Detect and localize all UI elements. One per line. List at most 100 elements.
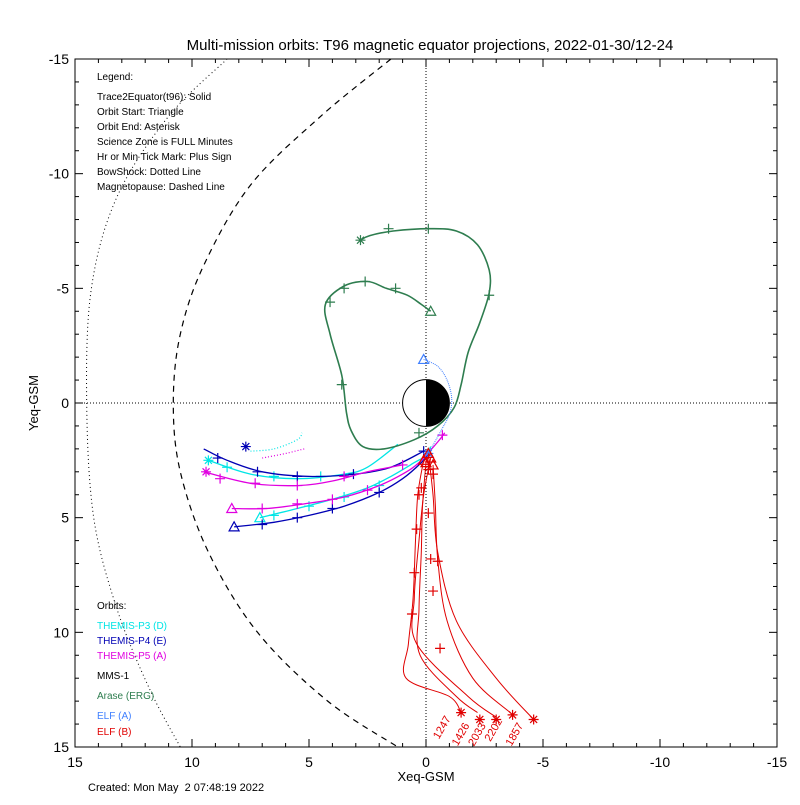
y-tick-label: -5 <box>57 280 70 296</box>
orbit-start-triangle <box>424 305 437 316</box>
x-tick-label: -15 <box>767 754 787 770</box>
chart-title: Multi-mission orbits: T96 magnetic equat… <box>187 37 674 54</box>
y-tick-label: 10 <box>53 624 69 640</box>
orbit-tick-mark <box>268 471 279 482</box>
x-tick-label: 10 <box>184 754 200 770</box>
orbit-tick-mark <box>411 524 422 535</box>
orbit-tick-mark <box>374 487 385 498</box>
boundaries <box>86 58 399 748</box>
y-tick-label: -15 <box>49 51 69 67</box>
orbit-start-triangle <box>417 353 430 365</box>
legend-heading: Legend: <box>97 72 133 83</box>
earth-symbol <box>402 379 450 427</box>
orbit-tick-mark <box>339 283 350 294</box>
orbit-tick-mark <box>250 478 261 489</box>
orbit-tick-mark <box>222 462 233 473</box>
orbit-tick-mark <box>425 553 436 564</box>
orbit-tick-mark <box>423 464 434 475</box>
orbit-tick-mark <box>416 482 427 493</box>
orbit-start-triangle <box>225 502 238 514</box>
orbit-tick-mark <box>435 643 446 654</box>
orbit-tick-mark <box>212 453 223 464</box>
magnetopause-line <box>172 58 399 748</box>
orbit-trace-inbound <box>203 464 403 487</box>
legend-line: Magnetopause: Dashed Line <box>97 182 225 193</box>
orbit-tick-mark <box>413 427 424 438</box>
orbit-track <box>402 460 462 713</box>
orbit-end-asterisk <box>491 714 502 725</box>
x-tick-label: -5 <box>537 754 550 770</box>
orbit-track <box>411 457 497 718</box>
legend-line: Trace2Equator(t96): Solid <box>97 92 211 103</box>
orbit-tick-mark <box>423 508 434 519</box>
orbit-end-asterisk <box>355 235 366 246</box>
y-tick-label: 5 <box>61 510 69 526</box>
orbits-legend-item: THEMIS-P5 (A) <box>97 651 166 662</box>
orbit-start-triangle <box>417 454 430 465</box>
track-label: 1857 <box>504 721 527 748</box>
x-tick-label: -10 <box>650 754 670 770</box>
orbit-trace-outbound <box>231 432 446 510</box>
orbit-end-asterisk <box>240 441 251 452</box>
created-timestamp: Created: Mon May 2 07:48:19 2022 <box>88 782 264 794</box>
y-tick-label: -10 <box>49 166 69 182</box>
orbit-end-asterisk <box>507 709 518 720</box>
track-label: 1247 <box>431 714 454 741</box>
orbits-legend-item: THEMIS-P4 (E) <box>97 636 166 647</box>
orbit-tick-mark <box>336 379 347 390</box>
legend-line: Orbit End: Asterisk <box>97 122 181 133</box>
legend-line: Orbit Start: Triangle <box>97 107 184 118</box>
orbit-tick-mark <box>215 473 226 484</box>
orbit-tick-mark <box>383 223 394 234</box>
legend-line: Hr or Min Tick Mark: Plus Sign <box>97 152 231 163</box>
orbit-trace-dotted <box>250 432 303 452</box>
y-tick-label: 0 <box>61 395 69 411</box>
orbit-tick-mark <box>362 485 373 496</box>
x-tick-label: 0 <box>422 754 430 770</box>
series-themis-p4-e <box>203 441 432 532</box>
orbits-legend-item: ELF (B) <box>97 727 131 738</box>
orbit-tick-mark <box>327 503 338 514</box>
orbit-tick-mark <box>432 556 443 567</box>
orbits-legend-item: Arase (ERG) <box>97 691 154 702</box>
orbit-tick-mark <box>268 510 279 521</box>
legend-line: Science Zone is FULL Minutes <box>97 137 233 148</box>
orbit-tick-mark <box>428 469 439 480</box>
orbit-tick-mark <box>325 297 336 308</box>
orbit-tick-mark <box>360 276 371 287</box>
legend-box: Legend: Trace2Equator(t96): Solid Orbit St… <box>97 72 233 193</box>
orbit-tick-mark <box>413 489 424 500</box>
orbit-tick-mark <box>390 283 401 294</box>
orbit-trace-inbound <box>208 443 399 480</box>
orbit-tick-mark <box>428 586 439 597</box>
legend-line: BowShock: Dotted Line <box>97 167 201 178</box>
orbit-end-asterisk <box>203 455 214 466</box>
orbits-legend-item: THEMIS-P3 (D) <box>97 621 167 632</box>
y-tick-label: 15 <box>53 739 69 755</box>
orbit-end-asterisk <box>201 466 212 477</box>
orbit-trace-dotted <box>262 448 305 459</box>
orbit-track <box>427 453 534 720</box>
orbits-heading: Orbits: <box>97 601 126 612</box>
earth-nightside <box>426 379 450 427</box>
orbit-tick-mark <box>292 512 303 523</box>
orbit-tick-mark <box>339 471 350 482</box>
orbit-tick-mark <box>257 503 268 514</box>
orbit-end-asterisk <box>528 714 539 725</box>
orbit-tick-mark <box>409 567 420 578</box>
orbit-tick-mark <box>397 459 408 470</box>
series-elf-a <box>417 353 453 459</box>
series-arase-erg <box>323 223 495 451</box>
orbit-tick-mark <box>252 466 263 477</box>
orbit-track <box>432 464 511 713</box>
orbit-end-asterisk <box>474 714 485 725</box>
orbit-tick-mark <box>423 223 434 234</box>
orbit-tick-mark <box>327 494 338 505</box>
orbit-end-asterisk <box>456 707 467 718</box>
track-label: 2202 <box>483 716 506 743</box>
orbit-trace-inbound <box>203 448 424 478</box>
orbit-tick-mark <box>292 498 303 509</box>
